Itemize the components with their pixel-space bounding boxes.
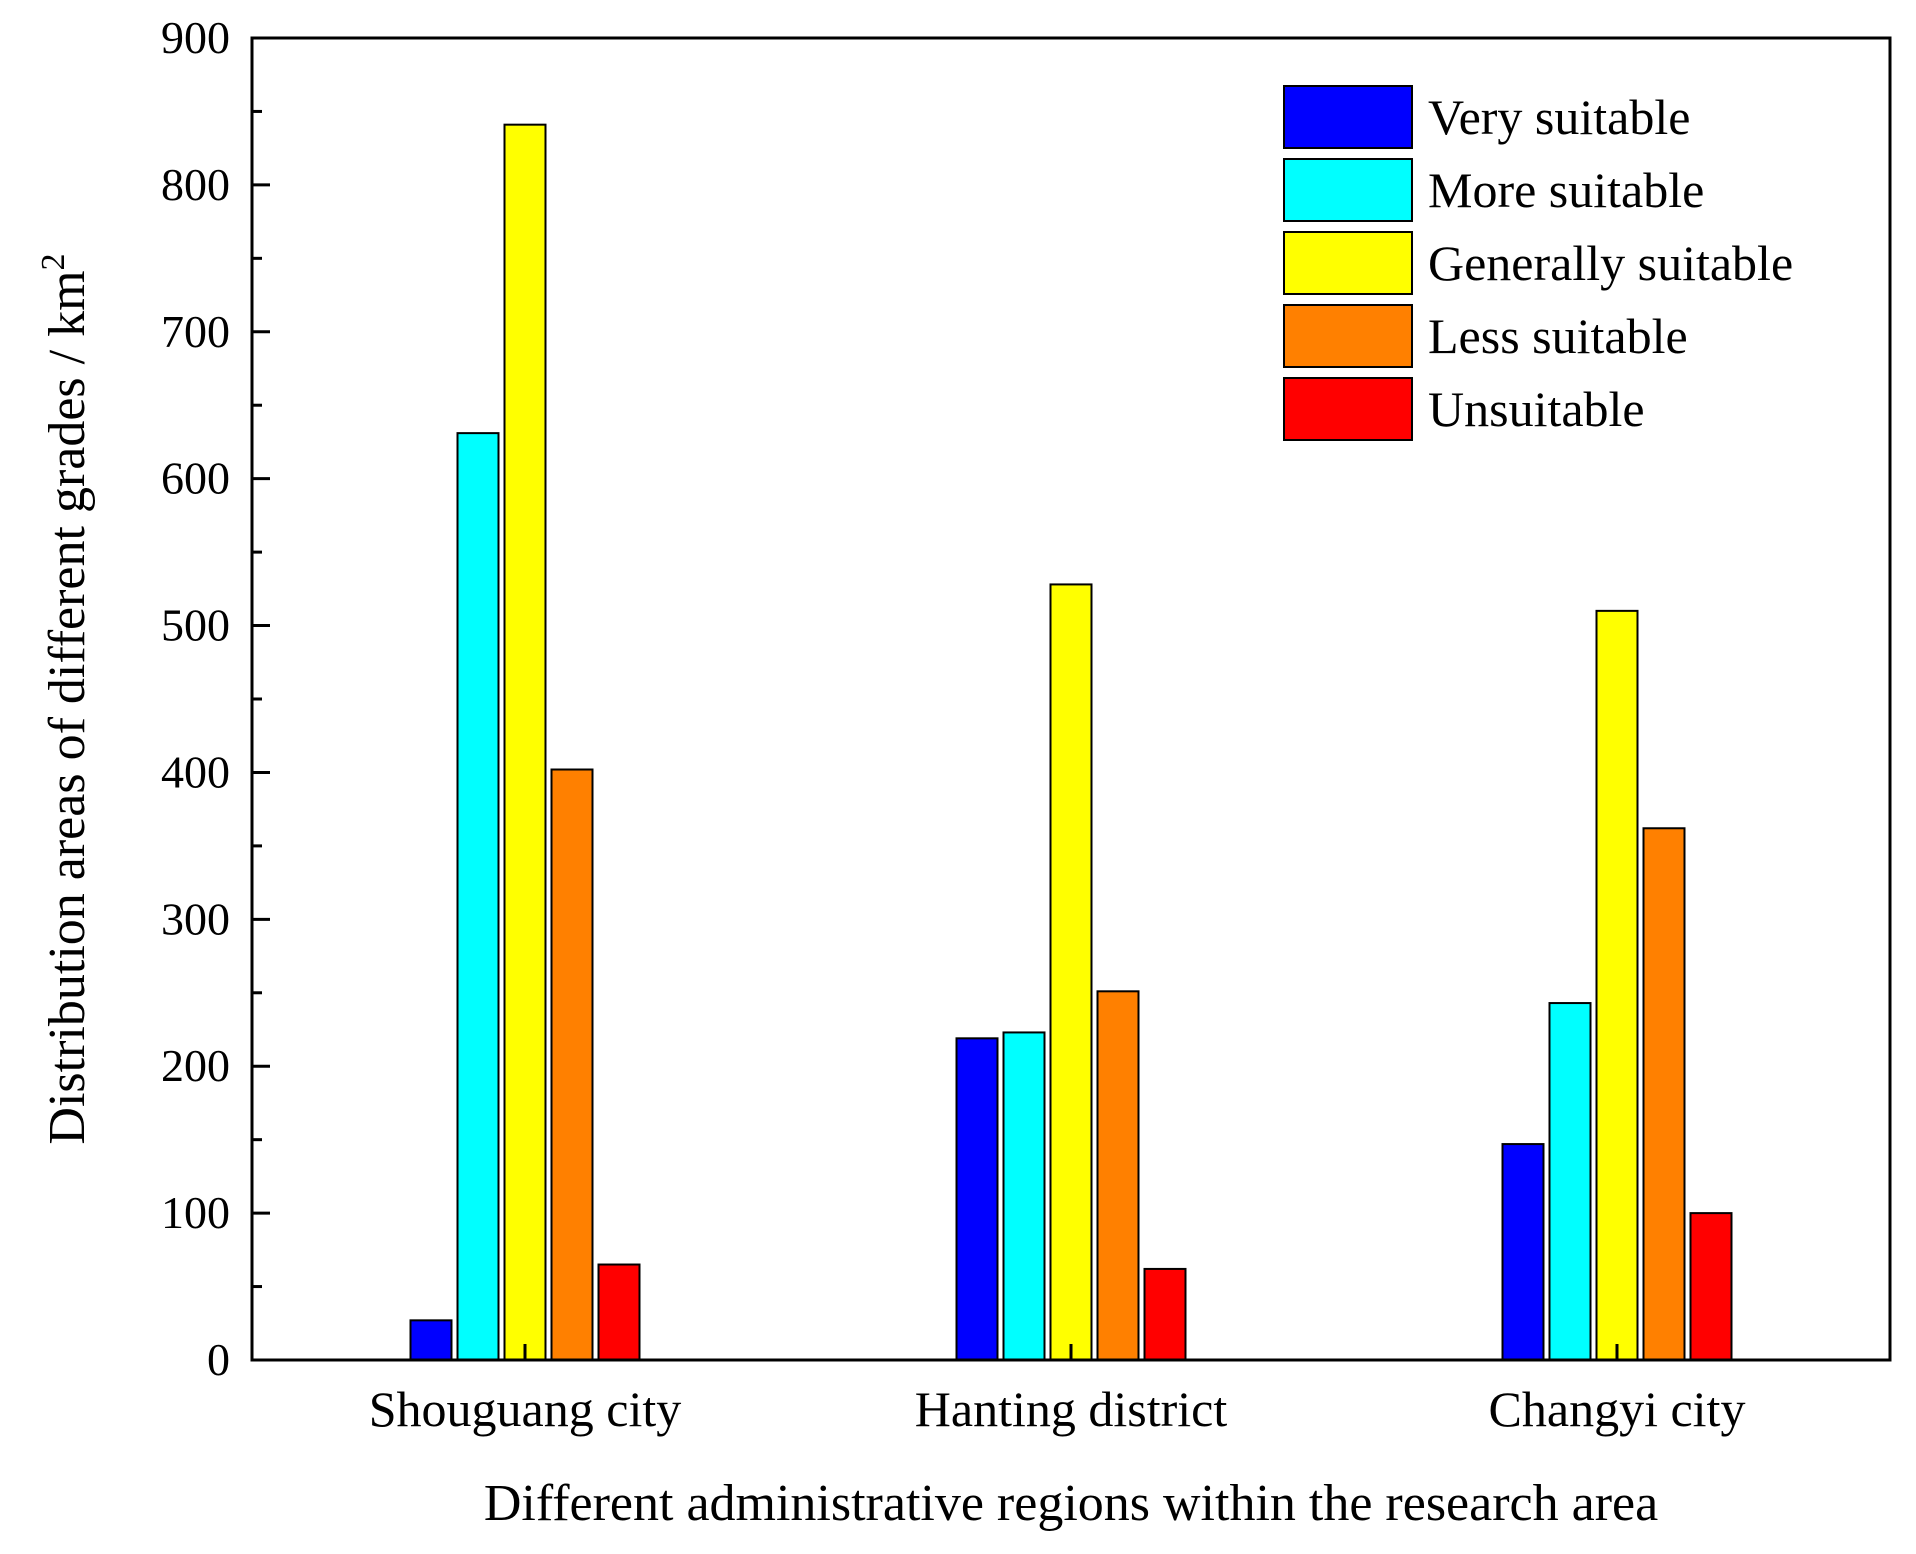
bar-very-suitable-shouguang-city <box>409 1319 453 1361</box>
x-tick-label: Hanting district <box>915 1381 1228 1437</box>
y-tick-label: 0 <box>207 1334 230 1385</box>
y-tick-label: 500 <box>161 600 230 651</box>
bar-generally-suitable-hanting-district <box>1049 583 1093 1361</box>
x-axis: Shouguang city Hanting district Changyi ci… <box>369 1344 1746 1437</box>
legend-swatch-more-suitable <box>1283 158 1413 222</box>
legend-swatch-very-suitable <box>1283 85 1413 149</box>
y-tick-label: 400 <box>161 746 230 797</box>
y-tick-label: 600 <box>161 453 230 504</box>
legend-label: Generally suitable <box>1428 235 1793 291</box>
bar-generally-suitable-shouguang-city <box>503 123 547 1362</box>
legend: Very suitable More suitable Generally suit… <box>1283 85 1793 441</box>
bar-more-suitable-shouguang-city <box>456 432 500 1361</box>
y-tick-label: 700 <box>161 306 230 357</box>
bar-generally-suitable-changyi-city <box>1595 609 1639 1361</box>
bar-more-suitable-changyi-city <box>1548 1002 1592 1361</box>
bar-less-suitable-changyi-city <box>1642 827 1686 1361</box>
y-tick-label: 300 <box>161 893 230 944</box>
bar-unsuitable-changyi-city <box>1689 1212 1733 1361</box>
plot-area <box>409 123 1733 1362</box>
bar-more-suitable-hanting-district <box>1002 1031 1046 1361</box>
y-axis-title-superscript: 2 <box>35 253 72 270</box>
y-tick-label: 900 <box>161 12 230 63</box>
y-tick-label: 200 <box>161 1040 230 1091</box>
legend-swatch-generally-suitable <box>1283 231 1413 295</box>
x-axis-title: Different administrative regions within … <box>484 1475 1658 1532</box>
y-tick-label: 100 <box>161 1187 230 1238</box>
x-tick-label: Shouguang city <box>369 1381 681 1437</box>
legend-swatch-unsuitable <box>1283 377 1413 441</box>
bar-unsuitable-hanting-district <box>1143 1267 1187 1361</box>
bar-less-suitable-shouguang-city <box>550 768 594 1361</box>
legend-label: Less suitable <box>1428 308 1688 364</box>
legend-label: Unsuitable <box>1428 381 1645 437</box>
y-axis: 0 100 200 300 400 500 600 700 800 900 <box>161 12 270 1385</box>
y-tick-label: 800 <box>161 159 230 210</box>
y-axis-title: Distribution areas of different grades /… <box>35 253 96 1144</box>
legend-swatch-less-suitable <box>1283 304 1413 368</box>
x-tick-label: Changyi city <box>1489 1381 1746 1437</box>
legend-label: More suitable <box>1428 162 1704 218</box>
legend-label: Very suitable <box>1428 89 1690 145</box>
y-axis-title-main: Distribution areas of different grades /… <box>39 270 96 1144</box>
bar-very-suitable-hanting-district <box>955 1037 999 1362</box>
bar-very-suitable-changyi-city <box>1501 1143 1545 1362</box>
bar-less-suitable-hanting-district <box>1096 990 1140 1361</box>
bar-unsuitable-shouguang-city <box>597 1263 641 1361</box>
